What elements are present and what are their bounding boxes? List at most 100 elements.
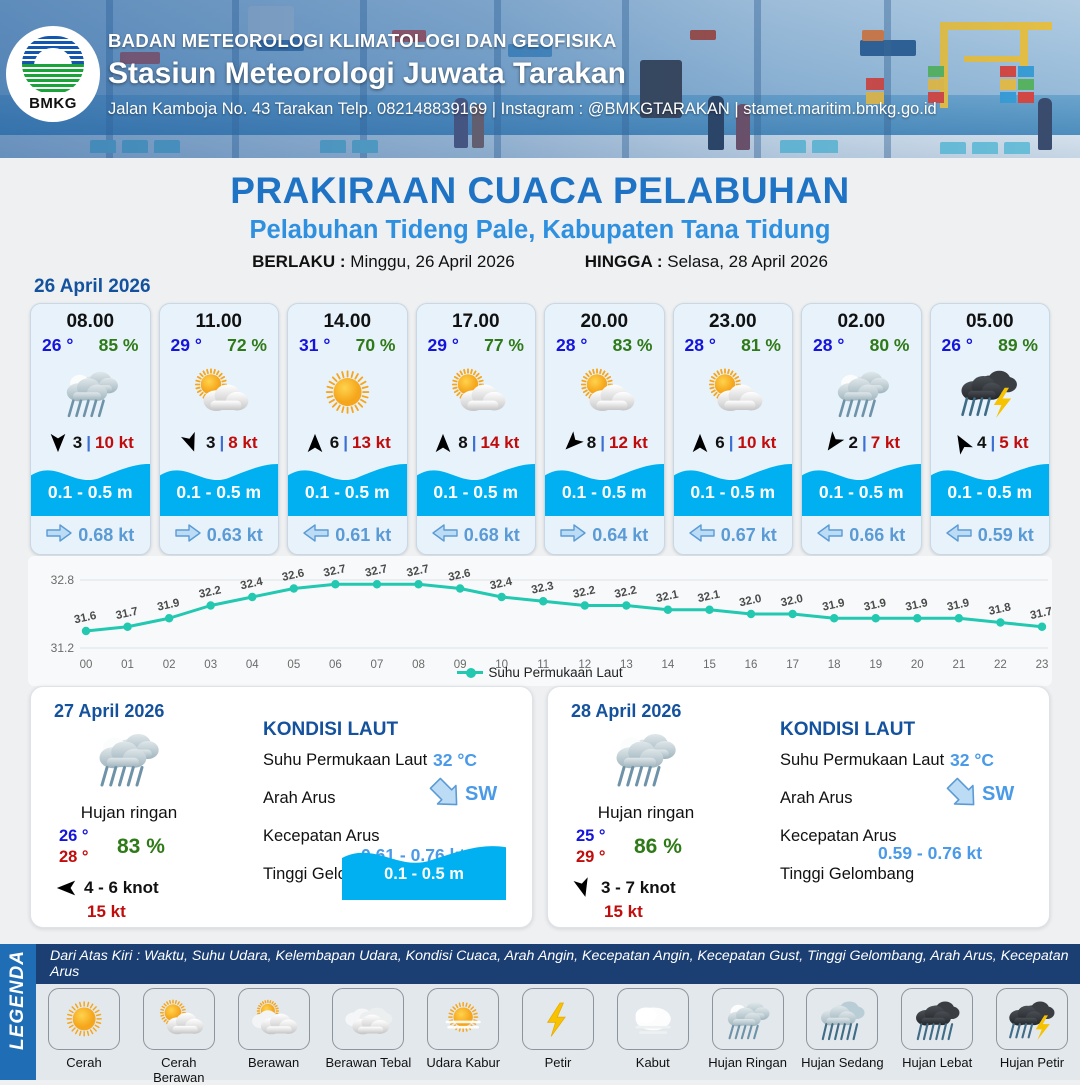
current-direction-arrow-icon bbox=[946, 779, 980, 814]
card-current-row: 0.61 kt bbox=[288, 516, 407, 554]
svg-text:32.3: 32.3 bbox=[530, 580, 554, 596]
valid-until-value: Selasa, 28 April 2026 bbox=[667, 252, 828, 271]
card-time: 14.00 bbox=[288, 304, 407, 333]
card-current-row: 0.68 kt bbox=[31, 516, 150, 554]
legend-rain-light-icon bbox=[712, 988, 784, 1050]
current-direction-arrow-icon bbox=[946, 524, 972, 547]
card-wind-speed: 6 bbox=[715, 433, 724, 453]
weather-thunderstorm-icon bbox=[931, 356, 1050, 428]
svg-text:32.2: 32.2 bbox=[614, 584, 638, 600]
card-gust: 14 kt bbox=[480, 433, 519, 453]
current-direction-arrow-icon bbox=[689, 524, 715, 547]
wind-separator: | bbox=[343, 433, 348, 453]
validity-row: BERLAKU : Minggu, 26 April 2026 HINGGA :… bbox=[0, 252, 1080, 272]
svg-text:32.1: 32.1 bbox=[655, 588, 680, 605]
wind-separator: | bbox=[219, 433, 224, 453]
legend-rain-heavy-icon bbox=[901, 988, 973, 1050]
day-date: 27 April 2026 bbox=[54, 701, 164, 722]
legend-item-label: Berawan Tebal bbox=[324, 1055, 412, 1070]
card-wave-block: 0.1 - 0.5 m bbox=[931, 458, 1050, 516]
day-wave-block: 0.1 - 0.5 m bbox=[342, 840, 506, 905]
forecast-card: 11.00 29 ° 72 % 3 | 8 kt bbox=[159, 303, 280, 555]
weather-sunny-icon bbox=[288, 356, 407, 428]
svg-text:32.7: 32.7 bbox=[323, 563, 347, 579]
svg-text:32.7: 32.7 bbox=[406, 563, 430, 579]
legend-item: Berawan bbox=[230, 988, 318, 1085]
weather-partly-cloudy-icon bbox=[674, 356, 793, 428]
svg-text:31.9: 31.9 bbox=[156, 597, 180, 613]
current-direction-label: Arah Arus bbox=[263, 789, 335, 808]
svg-text:31.6: 31.6 bbox=[73, 610, 97, 626]
page-subtitle: Pelabuhan Tideng Pale, Kabupaten Tana Ti… bbox=[0, 216, 1080, 245]
sst-label: Suhu Permukaan Laut bbox=[780, 751, 944, 770]
legend-item-label: Hujan Ringan bbox=[704, 1055, 792, 1070]
card-wind-speed: 4 bbox=[977, 433, 986, 453]
card-current-speed: 0.66 kt bbox=[849, 525, 905, 546]
day-wind-row: 3 - 7 knot bbox=[572, 877, 676, 899]
current-direction-arrow-icon bbox=[817, 524, 843, 547]
forecast-card: 23.00 28 ° 81 % 6 | 10 kt bbox=[673, 303, 794, 555]
station-name: Stasiun Meteorologi Juwata Tarakan bbox=[108, 57, 937, 91]
agency-name: BADAN METEOROLOGI KLIMATOLOGI DAN GEOFIS… bbox=[108, 30, 937, 52]
legend-cloudy-icon bbox=[238, 988, 310, 1050]
forecast-card: 14.00 31 ° 70 % 6 | 13 kt 0.1 - 0.5 m bbox=[287, 303, 408, 555]
card-current-speed: 0.68 kt bbox=[464, 525, 520, 546]
wind-separator: | bbox=[990, 433, 995, 453]
wind-direction-arrow-icon bbox=[432, 432, 454, 454]
legend-item-label: Hujan Sedang bbox=[798, 1055, 886, 1070]
day-wind-speed: 4 - 6 knot bbox=[84, 878, 159, 898]
day-humidity: 86 % bbox=[634, 835, 682, 859]
sea-conditions-title: KONDISI LAUT bbox=[263, 719, 398, 741]
legend-thunderstorm-icon bbox=[996, 988, 1068, 1050]
legend-item: Hujan Petir bbox=[988, 988, 1076, 1085]
current-direction-arrow-icon bbox=[432, 524, 458, 547]
card-humidity: 83 % bbox=[613, 335, 653, 356]
wind-direction-arrow-icon bbox=[822, 432, 844, 454]
card-time: 02.00 bbox=[802, 304, 921, 333]
legend-haze-icon bbox=[427, 988, 499, 1050]
card-temperature: 26 ° bbox=[42, 335, 73, 356]
card-temperature: 28 ° bbox=[556, 335, 587, 356]
day-wave-height: 0.1 - 0.5 m bbox=[342, 865, 506, 884]
wave-height-label: Tinggi Gelombang bbox=[780, 865, 914, 884]
day-date: 28 April 2026 bbox=[571, 701, 681, 722]
current-direction-value: SW bbox=[465, 783, 497, 806]
svg-text:31.8: 31.8 bbox=[988, 601, 1013, 618]
card-wind-speed: 3 bbox=[73, 433, 82, 453]
card-wind-row: 8 | 12 kt bbox=[545, 428, 664, 458]
card-wave-height: 0.1 - 0.5 m bbox=[417, 482, 536, 503]
legend-lightning-icon bbox=[522, 988, 594, 1050]
legend-item: Berawan Tebal bbox=[324, 988, 412, 1085]
wind-direction-arrow-icon bbox=[180, 432, 202, 454]
card-humidity: 77 % bbox=[484, 335, 524, 356]
card-wave-height: 0.1 - 0.5 m bbox=[160, 482, 279, 503]
card-temperature: 29 ° bbox=[171, 335, 202, 356]
weather-rain-light-icon bbox=[31, 356, 150, 428]
card-gust: 5 kt bbox=[999, 433, 1028, 453]
wind-separator: | bbox=[472, 433, 477, 453]
svg-text:31.9: 31.9 bbox=[946, 597, 970, 613]
legend-item-label: Cerah Berawan bbox=[135, 1055, 223, 1085]
day-temp-max: 28 ° bbox=[59, 848, 89, 867]
card-temperature: 28 ° bbox=[813, 335, 844, 356]
svg-text:32.4: 32.4 bbox=[239, 576, 264, 593]
card-wave-height: 0.1 - 0.5 m bbox=[31, 482, 150, 503]
forecast-date-label: 26 April 2026 bbox=[34, 276, 151, 298]
forecast-card: 02.00 28 ° 80 % bbox=[801, 303, 922, 555]
legend-item-label: Udara Kabur bbox=[419, 1055, 507, 1070]
current-direction-arrow-icon bbox=[303, 524, 329, 547]
card-wind-speed: 2 bbox=[848, 433, 857, 453]
current-direction-arrow-icon bbox=[175, 524, 201, 547]
svg-text:31.7: 31.7 bbox=[1029, 606, 1052, 622]
legend-item: Hujan Ringan bbox=[704, 988, 792, 1085]
legenda-section: LEGENDA Dari Atas Kiri : Waktu, Suhu Uda… bbox=[0, 944, 1080, 1080]
svg-text:32.6: 32.6 bbox=[447, 567, 471, 583]
legend-item: Udara Kabur bbox=[419, 988, 507, 1085]
card-current-speed: 0.61 kt bbox=[335, 525, 391, 546]
card-wind-row: 3 | 10 kt bbox=[31, 428, 150, 458]
svg-text:32.0: 32.0 bbox=[738, 593, 762, 609]
card-wave-block: 0.1 - 0.5 m bbox=[288, 458, 407, 516]
svg-text:31.2: 31.2 bbox=[51, 641, 75, 655]
legend-sunny-icon bbox=[48, 988, 120, 1050]
card-wind-speed: 6 bbox=[330, 433, 339, 453]
